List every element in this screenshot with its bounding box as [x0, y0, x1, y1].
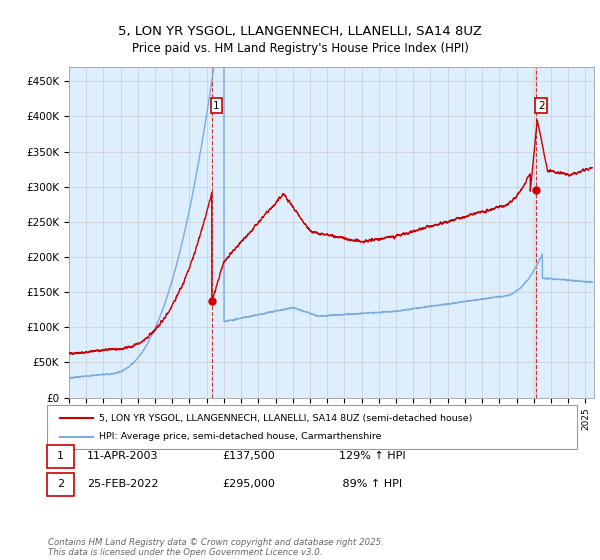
Text: 25-FEB-2022: 25-FEB-2022	[87, 479, 158, 489]
Text: 5, LON YR YSGOL, LLANGENNECH, LLANELLI, SA14 8UZ (semi-detached house): 5, LON YR YSGOL, LLANGENNECH, LLANELLI, …	[99, 414, 472, 423]
Text: £295,000: £295,000	[222, 479, 275, 489]
Text: £137,500: £137,500	[222, 451, 275, 461]
Text: 2: 2	[57, 479, 64, 489]
Text: 89% ↑ HPI: 89% ↑ HPI	[339, 479, 402, 489]
Text: 129% ↑ HPI: 129% ↑ HPI	[339, 451, 406, 461]
Text: HPI: Average price, semi-detached house, Carmarthenshire: HPI: Average price, semi-detached house,…	[99, 432, 382, 441]
Text: 1: 1	[57, 451, 64, 461]
Text: 5, LON YR YSGOL, LLANGENNECH, LLANELLI, SA14 8UZ: 5, LON YR YSGOL, LLANGENNECH, LLANELLI, …	[118, 25, 482, 38]
Text: Price paid vs. HM Land Registry's House Price Index (HPI): Price paid vs. HM Land Registry's House …	[131, 42, 469, 55]
Text: 1: 1	[213, 101, 220, 111]
Text: 2: 2	[538, 101, 545, 111]
Text: Contains HM Land Registry data © Crown copyright and database right 2025.
This d: Contains HM Land Registry data © Crown c…	[48, 538, 384, 557]
Text: 11-APR-2003: 11-APR-2003	[87, 451, 158, 461]
